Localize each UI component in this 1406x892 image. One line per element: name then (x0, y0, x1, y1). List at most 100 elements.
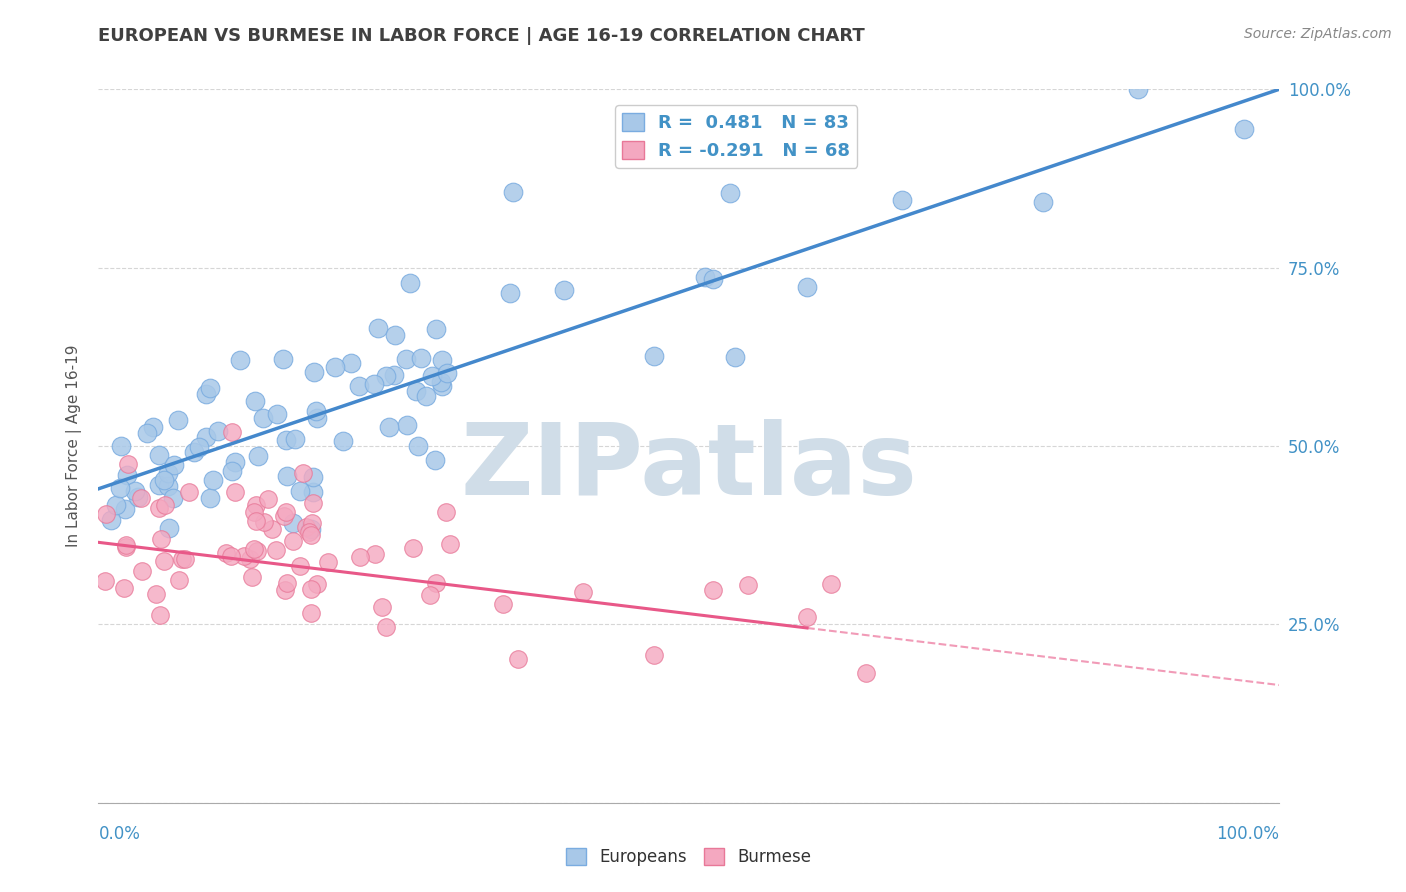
Point (243, 542, 266, 557)
Point (100, 513, 122, 527)
Point (240, 570, 263, 584)
Point (183, 445, 205, 459)
Point (253, 515, 276, 529)
Point (194, 387, 217, 401)
Point (260, 522, 283, 536)
Point (693, 269, 716, 284)
Point (281, 516, 304, 530)
Point (820, 576, 842, 591)
Point (299, 606, 322, 620)
Text: 0.0%: 0.0% (98, 825, 141, 843)
Point (145, 587, 167, 601)
Point (702, 582, 724, 597)
Point (273, 352, 295, 367)
Point (112, 582, 135, 596)
Point (142, 420, 165, 434)
Point (288, 558, 311, 573)
Point (307, 410, 329, 425)
Text: ZIPatlas: ZIPatlas (461, 419, 917, 516)
Point (363, 377, 385, 392)
Point (301, 516, 323, 530)
Point (295, 519, 318, 533)
Point (796, 280, 818, 294)
Text: 100.0%: 100.0% (1216, 825, 1279, 843)
Point (157, 466, 180, 480)
Point (276, 575, 298, 590)
Point (117, 457, 139, 471)
Point (1032, 194, 1054, 209)
Point (299, 582, 322, 596)
Point (221, 425, 243, 439)
Point (246, 450, 269, 464)
Point (499, 285, 522, 300)
Point (114, 502, 136, 516)
Point (110, 439, 132, 453)
Point (229, 353, 252, 368)
Point (643, 648, 665, 663)
Point (299, 528, 322, 542)
Point (288, 484, 311, 499)
Point (436, 366, 458, 380)
Point (502, 185, 524, 199)
Point (149, 532, 172, 546)
Point (156, 479, 179, 493)
Point (284, 432, 307, 446)
Point (305, 404, 328, 418)
Point (302, 484, 325, 499)
Point (131, 565, 153, 579)
Point (367, 321, 389, 335)
Point (430, 352, 453, 367)
Point (434, 505, 457, 519)
Point (292, 467, 315, 481)
Point (215, 546, 238, 560)
Point (281, 533, 304, 548)
Point (737, 577, 759, 591)
Point (187, 441, 209, 455)
Point (273, 582, 295, 597)
Point (349, 379, 371, 393)
Point (405, 384, 427, 399)
Point (375, 620, 398, 634)
Point (173, 551, 195, 566)
Point (96, 507, 118, 521)
Legend: Europeans, Burmese: Europeans, Burmese (560, 841, 818, 873)
Point (276, 504, 298, 518)
Point (302, 365, 325, 379)
Point (332, 434, 354, 448)
Point (200, 381, 222, 395)
Point (152, 554, 174, 568)
Point (273, 509, 295, 524)
Point (200, 491, 222, 506)
Y-axis label: In Labor Force | Age 16-19: In Labor Force | Age 16-19 (66, 344, 83, 548)
Point (402, 541, 425, 555)
Point (115, 538, 138, 552)
Point (115, 468, 138, 483)
Point (384, 328, 406, 343)
Point (439, 537, 461, 551)
Text: Source: ZipAtlas.com: Source: ZipAtlas.com (1244, 27, 1392, 41)
Point (131, 491, 153, 506)
Point (301, 470, 323, 484)
Point (264, 542, 287, 557)
Point (425, 575, 447, 590)
Point (149, 607, 172, 622)
Point (162, 491, 184, 505)
Point (419, 589, 441, 603)
Point (377, 419, 399, 434)
Point (508, 651, 530, 665)
Point (855, 665, 877, 680)
Point (233, 549, 256, 563)
Point (724, 350, 747, 364)
Point (890, 193, 912, 207)
Point (201, 473, 224, 487)
Point (148, 500, 170, 515)
Point (796, 610, 818, 624)
Point (243, 505, 266, 519)
Point (172, 552, 194, 566)
Point (298, 524, 321, 539)
Point (219, 549, 242, 563)
Point (221, 464, 243, 478)
Point (702, 271, 724, 285)
Point (364, 547, 387, 561)
Point (152, 473, 174, 487)
